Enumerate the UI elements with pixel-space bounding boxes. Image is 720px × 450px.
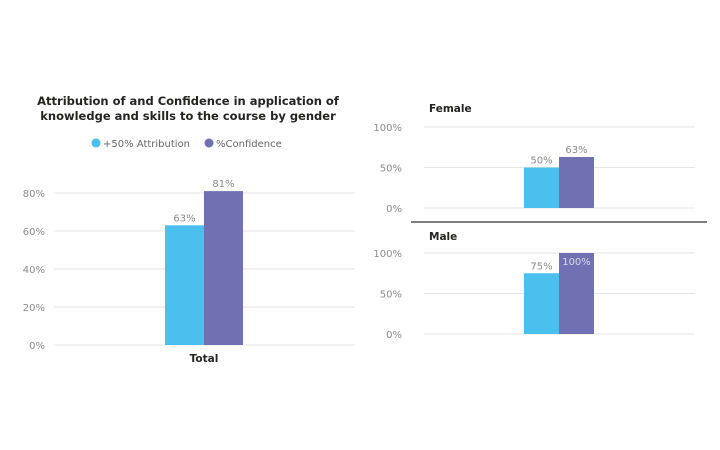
y-tick-label: 60% (23, 227, 45, 238)
panel-title: Male (429, 231, 457, 243)
legend-marker (204, 138, 214, 148)
panel-title: Female (429, 103, 472, 115)
y-tick-label: 100% (373, 249, 402, 260)
data-label: 100% (562, 257, 591, 268)
y-tick-label: 100% (373, 123, 402, 134)
y-tick-label: 50% (380, 164, 402, 175)
y-tick-label: 0% (386, 330, 402, 341)
legend-marker (91, 138, 101, 148)
legend-label: +50% Attribution (103, 139, 190, 150)
bar (204, 191, 243, 345)
x-category-label: Total (190, 353, 219, 365)
chart-title: knowledge and skills to the course by ge… (40, 109, 336, 123)
bar (559, 156, 594, 208)
y-tick-label: 0% (386, 204, 402, 215)
y-tick-label: 0% (29, 341, 45, 352)
y-tick-label: 80% (23, 189, 45, 200)
bar (559, 253, 594, 334)
chart-title: Attribution of and Confidence in applica… (37, 94, 340, 108)
bar (524, 167, 559, 208)
data-label: 81% (212, 179, 234, 190)
bar (165, 225, 204, 345)
y-tick-label: 50% (380, 290, 402, 301)
data-label: 63% (565, 145, 587, 156)
bar (524, 273, 559, 334)
y-tick-label: 20% (23, 303, 45, 314)
legend-label: %Confidence (216, 139, 282, 150)
y-tick-label: 40% (23, 265, 45, 276)
data-label: 75% (530, 261, 552, 272)
data-label: 50% (530, 156, 552, 167)
data-label: 63% (173, 213, 195, 224)
